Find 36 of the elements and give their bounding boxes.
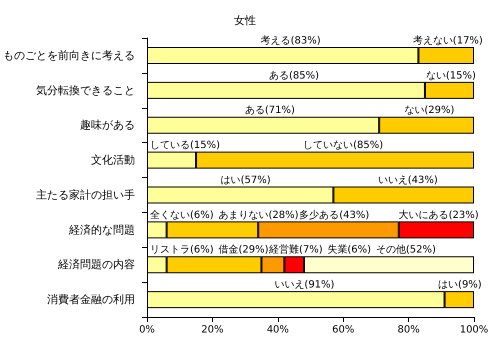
data-label: あまりない(28%) — [218, 210, 299, 221]
data-label: リストラ(6%) — [150, 244, 214, 256]
data-label: ない(29%) — [404, 105, 454, 116]
x-tick-label: 20% — [201, 324, 224, 336]
data-label: 考えない(17%) — [412, 34, 483, 46]
y-tick-label: ものごとを前向きに考える — [3, 48, 135, 62]
data-label: はい(57%) — [220, 174, 271, 186]
y-tick-label: 経済的な問題 — [68, 223, 135, 236]
data-label: いいえ(91%) — [274, 280, 335, 291]
y-tick-label: 文化活動 — [91, 154, 135, 167]
chart-title: 女性 — [234, 14, 256, 27]
data-label: 多少ある(43%) — [299, 208, 370, 221]
data-label: 借金(29%) — [218, 244, 269, 256]
y-tick-label: 気分転換できること — [36, 84, 135, 97]
y-tick-label: 主たる家計の担い手 — [36, 188, 135, 202]
data-label: ある(71%) — [244, 105, 295, 116]
data-label: いいえ(43%) — [378, 174, 438, 186]
data-label: ない(15%) — [426, 70, 476, 82]
data-label: 失業(6%) — [327, 244, 372, 256]
x-tick-label: 100% — [460, 324, 488, 336]
y-tick-label: 経済問題の内容 — [57, 258, 135, 272]
x-tick-label: 40% — [266, 324, 289, 336]
data-label: 考える(83%) — [260, 34, 321, 46]
x-tick-label: 60% — [332, 324, 354, 336]
x-tick-label: 0% — [139, 324, 155, 336]
y-tick-label: 趣味がある — [80, 118, 135, 132]
data-label: 経営難(7%) — [268, 244, 323, 256]
data-label: していない(85%) — [303, 140, 384, 152]
data-label: はい(9%) — [438, 280, 482, 291]
x-tick-label: 80% — [397, 324, 420, 336]
data-label: 大いにある(23%) — [398, 208, 479, 221]
y-tick-label: 消費者金融の利用 — [47, 293, 135, 306]
data-label: 全くない(6%) — [150, 208, 214, 221]
data-label: その他(52%) — [376, 244, 436, 256]
data-label: ある(85%) — [269, 70, 320, 82]
data-label: している(15%) — [150, 140, 220, 152]
